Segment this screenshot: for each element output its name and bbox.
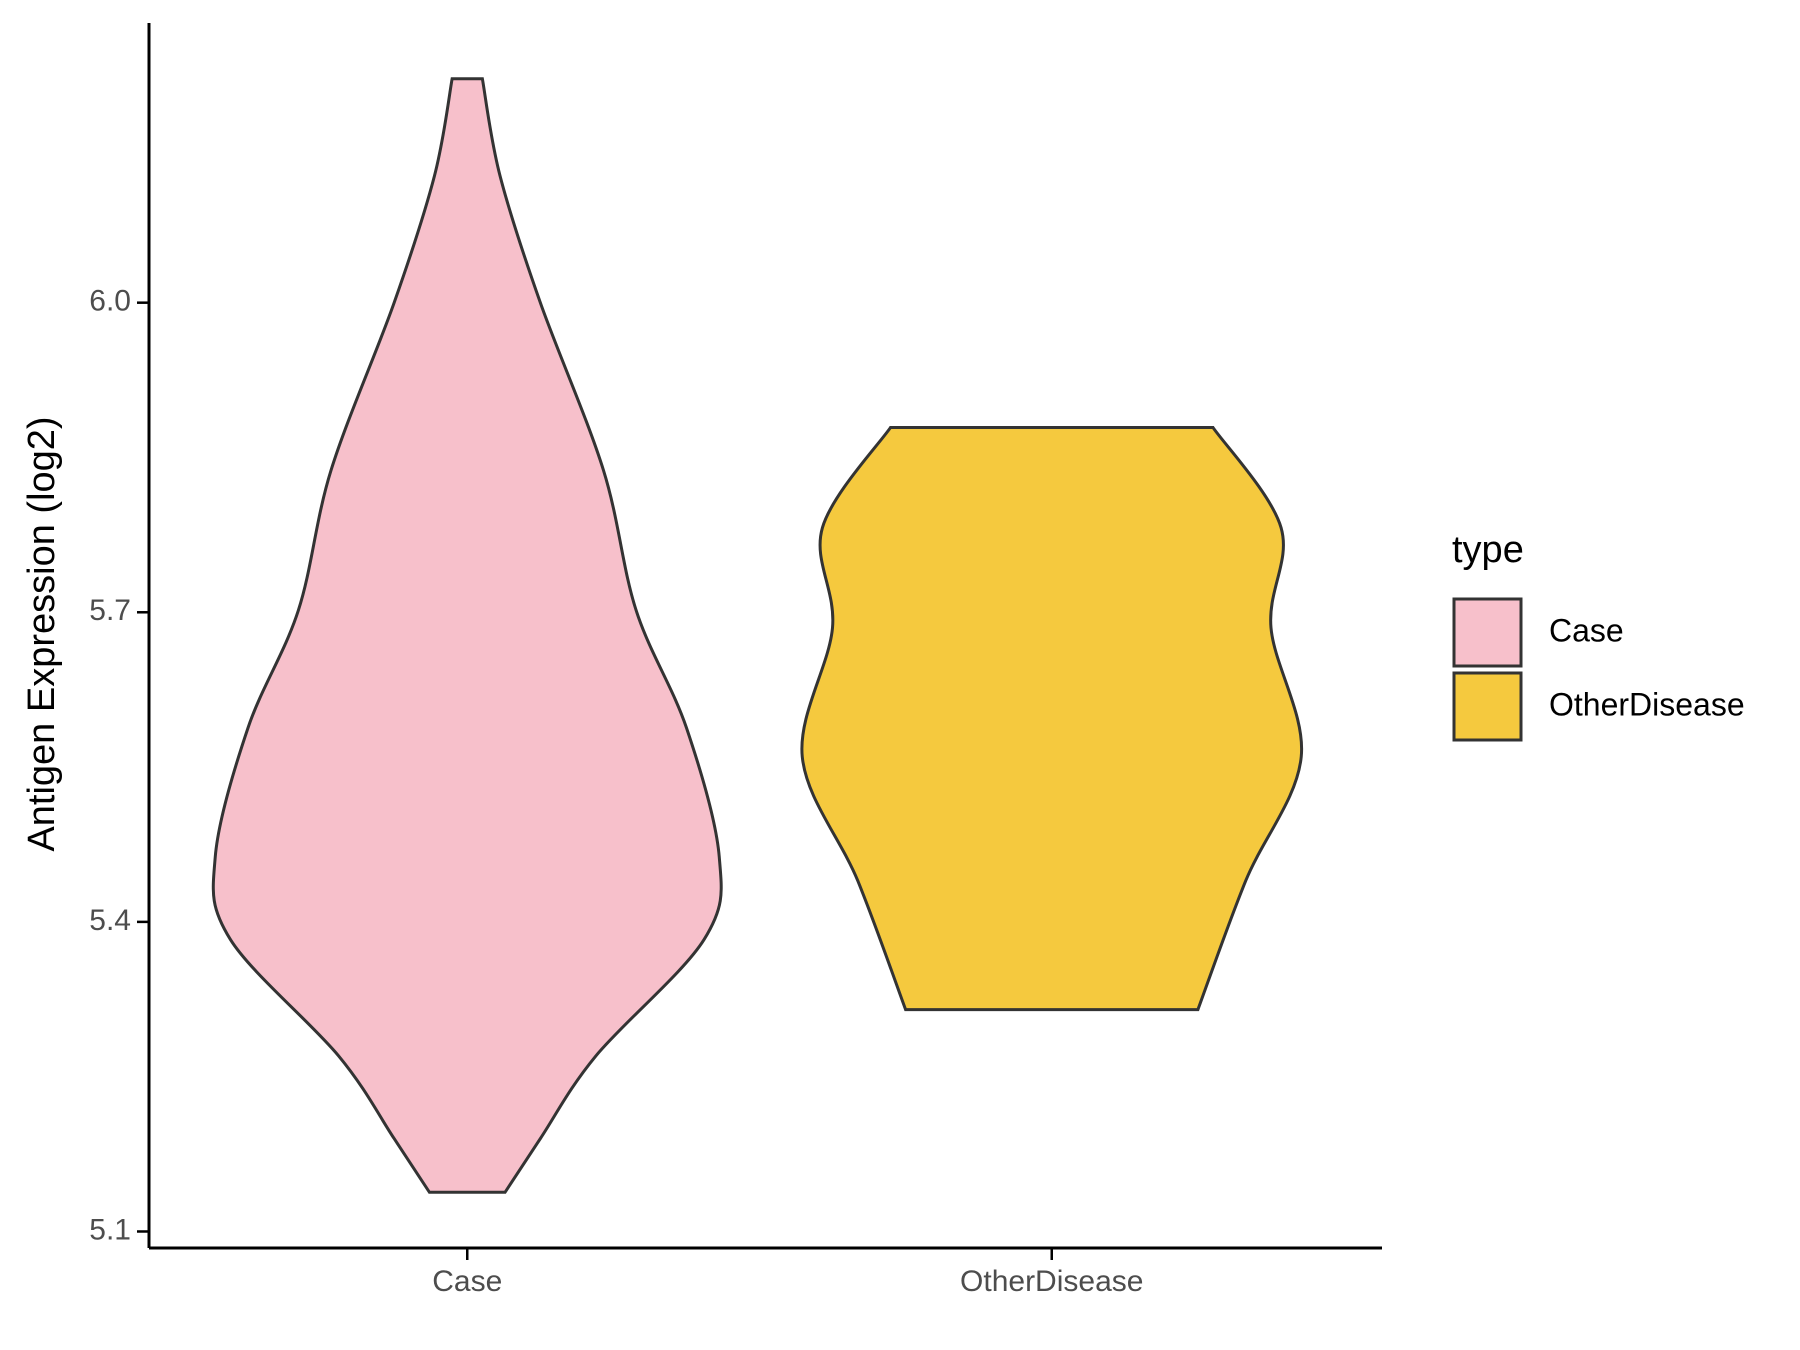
legend-label: Case [1549, 612, 1624, 648]
y-axis-title: Antigen Expression (log2) [21, 416, 63, 851]
y-tick-label: 5.4 [89, 904, 131, 937]
violin [800, 426, 1304, 1012]
legend-label: OtherDisease [1549, 686, 1745, 722]
legend-key [1452, 671, 1523, 742]
violin [211, 77, 723, 1194]
x-tick-label: OtherDisease [960, 1265, 1143, 1298]
x-tick-label: Case [432, 1265, 502, 1298]
y-tick-label: 6.0 [89, 285, 131, 318]
y-tick-label: 5.1 [89, 1213, 131, 1246]
y-tick-label: 5.7 [89, 594, 131, 627]
legend-title: type [1452, 529, 1524, 571]
legend-key [1452, 597, 1523, 668]
